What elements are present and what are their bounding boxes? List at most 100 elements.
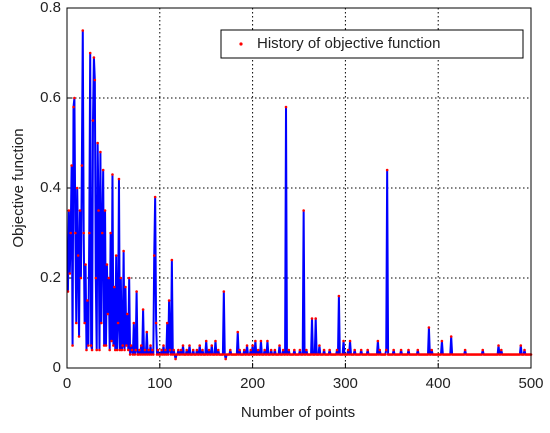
data-point — [280, 353, 284, 356]
data-point — [103, 209, 107, 212]
data-point — [178, 353, 182, 356]
data-point — [248, 353, 252, 356]
data-point — [142, 353, 146, 356]
y-tick-label: 0.6 — [40, 89, 61, 106]
data-point — [244, 353, 248, 356]
data-point — [377, 353, 381, 356]
data-point — [127, 276, 131, 280]
data-point — [121, 344, 124, 347]
data-point — [113, 285, 116, 289]
data-point — [327, 353, 330, 356]
data-point — [75, 186, 79, 190]
data-point — [237, 353, 240, 356]
data-point — [122, 249, 125, 253]
data-point — [334, 353, 338, 356]
data-point — [184, 353, 188, 356]
data-point — [321, 353, 325, 356]
data-point — [198, 344, 202, 347]
data-point — [145, 330, 149, 334]
data-point — [392, 348, 395, 352]
data-point — [416, 348, 420, 352]
data-point — [287, 348, 291, 352]
data-point — [99, 150, 102, 154]
data-point — [177, 348, 180, 352]
data-point — [166, 353, 170, 356]
data-point — [259, 339, 263, 343]
data-point — [496, 353, 499, 356]
data-point — [345, 353, 349, 356]
data-point — [87, 231, 91, 235]
data-point — [277, 353, 280, 356]
data-point — [273, 348, 277, 352]
data-point — [314, 317, 318, 320]
data-point — [118, 348, 122, 352]
data-point — [384, 348, 388, 352]
data-point — [317, 353, 320, 356]
x-tick-label: 0 — [63, 375, 71, 392]
data-point — [114, 254, 118, 257]
data-point — [448, 353, 452, 356]
data-point — [71, 344, 74, 347]
data-point — [135, 290, 138, 293]
x-tick-label: 100 — [147, 375, 172, 392]
data-point — [518, 353, 522, 356]
data-point — [348, 339, 352, 343]
data-point — [116, 321, 120, 325]
data-point — [263, 348, 266, 352]
data-point — [522, 353, 525, 356]
y-tick-label: 0.8 — [40, 0, 61, 16]
data-point — [194, 353, 198, 356]
x-tick-label: 200 — [240, 375, 265, 392]
data-point — [107, 276, 111, 280]
data-point — [250, 353, 253, 356]
data-point — [140, 353, 144, 356]
data-point — [407, 348, 410, 352]
data-point — [188, 344, 191, 347]
data-point — [304, 353, 307, 356]
data-point — [113, 348, 117, 352]
data-point — [156, 348, 160, 352]
data-point — [112, 344, 115, 347]
data-point — [255, 353, 259, 356]
data-point — [258, 353, 262, 356]
data-point — [293, 348, 296, 352]
data-point — [268, 353, 272, 356]
data-point — [204, 339, 208, 343]
x-tick-label: 400 — [426, 375, 451, 392]
data-point — [128, 353, 132, 356]
data-point — [144, 353, 148, 356]
data-point — [168, 348, 172, 352]
data-point — [159, 353, 163, 356]
data-point — [95, 348, 98, 352]
data-point — [426, 353, 430, 356]
data-point — [82, 231, 86, 235]
data-point — [92, 56, 96, 59]
data-point — [429, 353, 433, 356]
data-point — [399, 348, 403, 352]
data-point — [242, 353, 245, 356]
data-point — [94, 276, 98, 280]
data-point — [138, 348, 141, 352]
data-point — [228, 353, 231, 356]
data-point — [221, 353, 225, 356]
data-point — [398, 353, 402, 356]
data-point — [98, 348, 101, 352]
data-point — [214, 339, 217, 343]
x-tick-label: 300 — [333, 375, 358, 392]
data-point — [97, 209, 100, 212]
data-point — [269, 348, 273, 352]
data-point — [76, 254, 80, 257]
data-point — [328, 348, 331, 352]
data-point — [207, 348, 211, 352]
data-point — [262, 353, 266, 356]
data-point — [151, 348, 154, 352]
data-point — [124, 285, 127, 289]
legend-box — [220, 29, 524, 59]
data-point — [164, 348, 167, 352]
legend-label: History of objective function — [257, 35, 440, 52]
data-point — [318, 344, 321, 347]
data-point — [284, 105, 288, 109]
plot-frame — [66, 7, 532, 369]
data-point — [376, 339, 380, 343]
data-point — [224, 357, 227, 361]
